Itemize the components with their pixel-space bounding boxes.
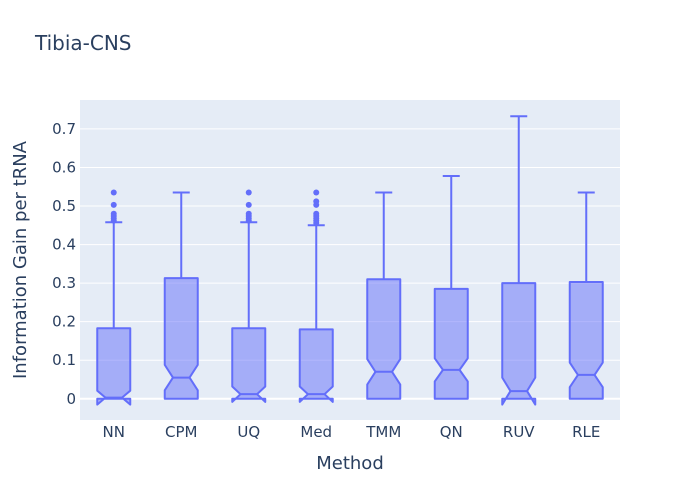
- box-body: [163, 277, 199, 400]
- y-tick-label: 0: [66, 390, 76, 408]
- box-body: [231, 327, 267, 403]
- x-axis-title: Method: [316, 453, 384, 474]
- x-tick-labels: NN CPM UQ Med TMM QN RUV RLE: [103, 423, 601, 441]
- outlier-point: [110, 189, 117, 196]
- y-tick-label: 0.2: [52, 313, 76, 331]
- y-tick-label: 0.5: [52, 197, 76, 215]
- y-tick-label: 0.3: [52, 274, 76, 292]
- x-tick-label: RLE: [572, 423, 600, 441]
- outlier-point: [313, 219, 320, 226]
- box-med: [298, 189, 334, 403]
- outlier-point: [313, 189, 320, 196]
- plot-area: [80, 100, 620, 420]
- box-cpm: [163, 191, 199, 400]
- y-axis-title: Information Gain per tRNA: [10, 140, 31, 379]
- box-body: [433, 287, 469, 400]
- box-body: [568, 280, 604, 400]
- y-tick-label: 0.7: [52, 120, 76, 138]
- box-tmm: [366, 191, 402, 400]
- x-tick-label: Med: [300, 423, 332, 441]
- y-tick-label: 0.1: [52, 351, 76, 369]
- outlier-point: [110, 217, 117, 224]
- box-body: [298, 328, 334, 403]
- x-tick-label: TMM: [365, 423, 401, 441]
- x-tick-label: RUV: [503, 423, 535, 441]
- outlier-point: [245, 217, 252, 224]
- chart-title: Tibia-CNS: [34, 31, 132, 55]
- box-body: [501, 282, 537, 406]
- outlier-point: [245, 189, 252, 196]
- x-tick-label: UQ: [237, 423, 260, 441]
- box-body: [366, 278, 402, 400]
- x-tick-label: QN: [440, 423, 463, 441]
- boxes: [96, 115, 604, 406]
- x-tick-label: CPM: [165, 423, 197, 441]
- outlier-point: [313, 201, 320, 208]
- box-qn: [433, 174, 469, 400]
- box-body: [96, 327, 132, 406]
- y-tick-label: 0.4: [52, 236, 76, 254]
- box-ruv: [501, 115, 537, 406]
- y-tick-label: 0.6: [52, 158, 76, 176]
- outlier-point: [245, 201, 252, 208]
- box-uq: [231, 189, 267, 403]
- y-tick-labels: 0 0.1 0.2 0.3 0.4 0.5 0.6 0.7: [52, 120, 76, 408]
- box-rle: [568, 191, 604, 400]
- outlier-point: [110, 201, 117, 208]
- box-nn: [96, 189, 132, 406]
- x-tick-label: NN: [103, 423, 125, 441]
